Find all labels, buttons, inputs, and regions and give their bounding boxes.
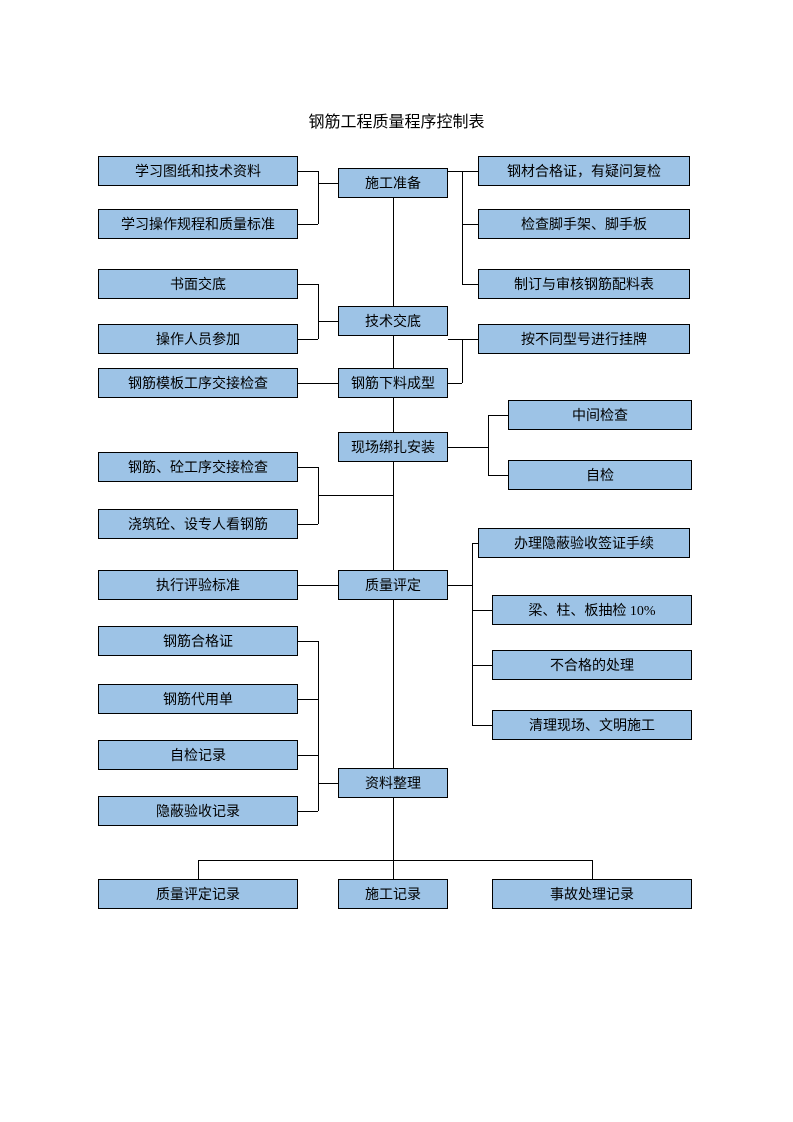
left-node-l3: 书面交底 — [98, 269, 298, 299]
center-node-c7: 施工记录 — [338, 879, 448, 909]
left-node-l6: 钢筋、砼工序交接检查 — [98, 452, 298, 482]
connector-31 — [462, 339, 463, 383]
connector-15 — [298, 467, 318, 468]
center-node-c5: 质量评定 — [338, 570, 448, 600]
right-node-r4: 按不同型号进行挂牌 — [478, 324, 690, 354]
left-node-l7: 浇筑砼、设专人看钢筋 — [98, 509, 298, 539]
connector-10 — [298, 284, 318, 285]
connector-1 — [393, 336, 394, 368]
connector-19 — [298, 585, 338, 586]
connector-3 — [393, 462, 394, 570]
connector-38 — [472, 543, 473, 725]
connector-35 — [488, 415, 508, 416]
connector-24 — [318, 641, 319, 811]
connector-7 — [298, 224, 318, 225]
connector-27 — [462, 224, 478, 225]
left-node-l5: 钢筋模板工序交接检查 — [98, 368, 298, 398]
right-node-r7: 办理隐蔽验收签证手续 — [478, 528, 690, 558]
connector-16 — [298, 524, 318, 525]
right-node-r5: 中间检查 — [508, 400, 692, 430]
connector-30 — [448, 339, 478, 340]
center-node-c1: 施工准备 — [338, 168, 448, 198]
left-node-l13: 质量评定记录 — [98, 879, 298, 909]
connector-0 — [393, 198, 394, 306]
left-node-l9: 钢筋合格证 — [98, 626, 298, 656]
right-node-r8: 梁、柱、板抽检 10% — [492, 595, 692, 625]
connector-46 — [393, 860, 394, 879]
connector-28 — [462, 284, 478, 285]
left-node-l11: 自检记录 — [98, 740, 298, 770]
connector-37 — [448, 585, 472, 586]
connector-9 — [318, 183, 338, 184]
connector-39 — [472, 543, 478, 544]
connector-44 — [198, 860, 199, 879]
page-title: 钢筋工程质量程序控制表 — [0, 108, 793, 132]
connector-6 — [298, 171, 318, 172]
right-node-r9: 不合格的处理 — [492, 650, 692, 680]
connector-18 — [318, 495, 393, 496]
connector-45 — [592, 860, 593, 879]
right-node-r1: 钢材合格证，有疑问复检 — [478, 156, 690, 186]
center-node-c2: 技术交底 — [338, 306, 448, 336]
connector-13 — [318, 321, 338, 322]
right-node-r10: 清理现场、文明施工 — [492, 710, 692, 740]
connector-42 — [472, 725, 492, 726]
connector-33 — [448, 447, 488, 448]
connector-34 — [488, 415, 489, 475]
connector-11 — [298, 339, 318, 340]
connector-12 — [318, 284, 319, 339]
connector-43 — [198, 860, 592, 861]
left-node-l10: 钢筋代用单 — [98, 684, 298, 714]
right-node-r3: 制订与审核钢筋配料表 — [478, 269, 690, 299]
right-node-r11: 事故处理记录 — [492, 879, 692, 909]
connector-8 — [318, 171, 319, 224]
connector-40 — [472, 610, 492, 611]
connector-21 — [298, 699, 318, 700]
center-node-c4: 现场绑扎安装 — [338, 432, 448, 462]
left-node-l2: 学习操作规程和质量标准 — [98, 209, 298, 239]
center-node-c3: 钢筋下料成型 — [338, 368, 448, 398]
connector-2 — [393, 398, 394, 432]
left-node-l4: 操作人员参加 — [98, 324, 298, 354]
left-node-l1: 学习图纸和技术资料 — [98, 156, 298, 186]
connector-20 — [298, 641, 318, 642]
right-node-r6: 自检 — [508, 460, 692, 490]
right-node-r2: 检查脚手架、脚手板 — [478, 209, 690, 239]
connector-26 — [448, 171, 478, 172]
connector-36 — [488, 475, 508, 476]
connector-25 — [318, 783, 338, 784]
connector-4 — [393, 600, 394, 768]
connector-41 — [472, 665, 492, 666]
connector-23 — [298, 811, 318, 812]
center-node-c6: 资料整理 — [338, 768, 448, 798]
connector-22 — [298, 755, 318, 756]
connector-14 — [298, 383, 338, 384]
connector-29 — [462, 171, 463, 284]
connector-32 — [448, 383, 462, 384]
left-node-l8: 执行评验标准 — [98, 570, 298, 600]
left-node-l12: 隐蔽验收记录 — [98, 796, 298, 826]
